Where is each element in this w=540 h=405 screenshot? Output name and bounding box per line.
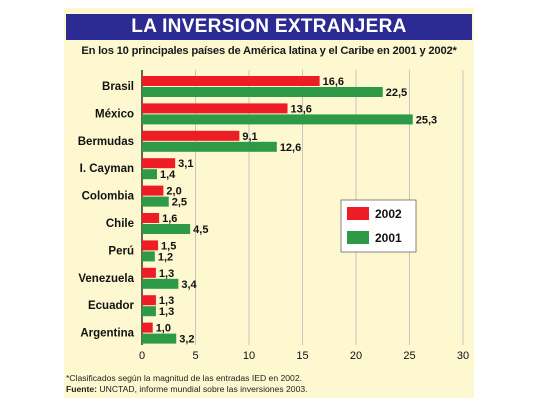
legend-label: 2001: [375, 231, 402, 245]
data-label: 4,5: [193, 224, 208, 236]
bar-2002: [142, 213, 160, 223]
bar-2001: [142, 169, 157, 180]
data-label: 1,5: [161, 240, 176, 252]
data-label: 12,6: [280, 142, 301, 154]
x-tick-label: 5: [192, 350, 198, 362]
bar-2002: [142, 76, 320, 86]
data-label: 3,2: [179, 334, 194, 346]
data-label: 1,0: [156, 323, 171, 335]
source-text: UNCTAD, informe mundial sobre las invers…: [99, 383, 308, 394]
data-label: 1,2: [158, 251, 173, 263]
bar-2001: [142, 306, 156, 317]
data-label: 1,3: [159, 295, 174, 307]
bar-2002: [142, 103, 288, 114]
category-label: I. Cayman: [80, 163, 134, 175]
data-label: 2,0: [166, 186, 181, 198]
data-label: 2,5: [172, 197, 187, 209]
data-label: 1,3: [159, 306, 174, 318]
data-label: 13,6: [291, 103, 312, 115]
bar-2002: [142, 158, 176, 169]
bar-2001: [142, 333, 177, 344]
x-tick-label: 10: [243, 350, 255, 362]
source-label: Fuente:: [66, 383, 98, 394]
bar-2001: [142, 251, 155, 262]
x-tick-label: 20: [350, 350, 362, 362]
x-tick-label: 15: [296, 350, 308, 362]
chart-subtitle: En los 10 principales países de América …: [81, 45, 457, 57]
bar-2001: [142, 224, 191, 234]
data-label: 9,1: [242, 131, 257, 143]
data-label: 16,6: [323, 76, 344, 88]
x-tick-label: 30: [457, 350, 469, 362]
footnote-text: *Clasificados según la magnitud de las e…: [66, 373, 302, 383]
bar-2001: [142, 278, 179, 289]
category-label: Brasil: [102, 81, 134, 93]
bar-2002: [142, 130, 240, 141]
bar-2001: [142, 141, 277, 152]
chart-title: LA INVERSION EXTRANJERA: [66, 14, 472, 40]
bar-2001: [142, 114, 413, 125]
category-label: Chile: [106, 218, 134, 230]
data-label: 1,4: [160, 169, 176, 181]
category-label: Bermudas: [78, 136, 134, 148]
bar-2002: [142, 185, 164, 196]
data-label: 1,3: [159, 268, 174, 280]
legend-swatch-2002: [347, 207, 369, 220]
data-label: 1,6: [162, 213, 177, 225]
bar-2002: [142, 295, 156, 306]
category-label: Venezuela: [78, 273, 134, 285]
x-tick-label: 25: [403, 350, 415, 362]
legend-swatch-2001: [347, 231, 369, 244]
category-label: Ecuador: [88, 300, 135, 312]
data-label: 25,3: [416, 114, 437, 126]
category-label: Perú: [108, 245, 134, 257]
data-label: 3,1: [178, 158, 193, 170]
category-label: Colombia: [82, 191, 135, 203]
bar-2001: [142, 87, 383, 97]
legend-label: 2002: [375, 207, 402, 221]
category-label: Argentina: [80, 328, 134, 340]
bar-2002: [142, 322, 153, 333]
category-label: México: [95, 108, 134, 120]
bar-2002: [142, 240, 159, 251]
bar-2001: [142, 196, 169, 207]
source-line: Fuente: UNCTAD, informe mundial sobre la…: [66, 384, 472, 395]
data-label: 3,4: [181, 279, 197, 291]
x-tick-label: 0: [139, 350, 145, 362]
footnote-block: *Clasificados según la magnitud de las e…: [66, 373, 472, 394]
bar-2002: [142, 267, 156, 278]
data-label: 22,5: [386, 87, 407, 99]
